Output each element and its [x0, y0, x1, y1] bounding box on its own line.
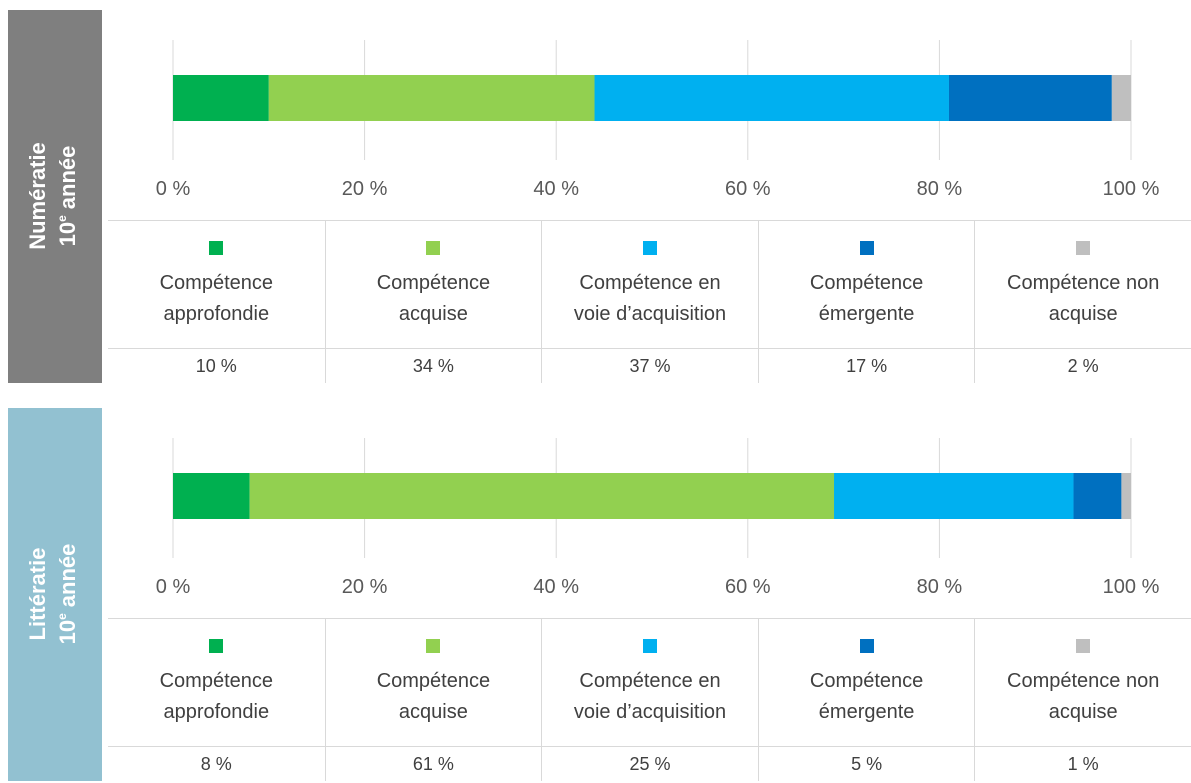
legend-swatch — [642, 241, 657, 255]
bar-segment — [948, 75, 1112, 121]
x-tick-label: 60 % — [725, 576, 771, 598]
legend-cell: Compétence émergente — [757, 221, 975, 349]
value-label: 2 % — [974, 349, 1191, 383]
x-tick-label: 100 % — [1103, 576, 1160, 598]
x-tick-label: 60 % — [725, 178, 771, 200]
x-tick-label: 0 % — [156, 576, 191, 598]
bar-segment — [1121, 473, 1131, 519]
plot: 0 % 20 % 40 % 60 % 80 % 100 % — [156, 40, 1160, 200]
legend-cell: Compétence acquise — [324, 619, 542, 747]
bar-segment — [594, 75, 949, 121]
x-tick-label: 80 % — [917, 576, 963, 598]
value-label: 10 % — [195, 356, 237, 376]
legend-swatch — [859, 639, 874, 653]
value-label: 1 % — [974, 747, 1191, 781]
bar-segment — [1111, 75, 1131, 121]
chart-subtitle: 10e année — [55, 544, 80, 645]
subtitle-number: 10 — [55, 222, 80, 246]
legend-swatch — [426, 639, 441, 653]
value-label: 5 % — [757, 747, 975, 781]
legend-swatch — [209, 241, 224, 255]
x-tick-label: 20 % — [342, 576, 388, 598]
x-tick-label: 0 % — [156, 178, 191, 200]
x-tick-label: 20 % — [342, 178, 388, 200]
bar-segment — [173, 473, 250, 519]
legend-cell: Compétence non acquise — [974, 221, 1191, 349]
bar-segment — [268, 75, 595, 121]
legend-cell: Compétence en voie d’acquisition — [541, 619, 758, 747]
legend-swatch — [1076, 241, 1091, 255]
bar-segment — [834, 473, 1074, 519]
side-label-group: Numératie 10e année — [25, 142, 80, 250]
legend-swatch — [859, 241, 874, 255]
legend-swatch — [426, 241, 441, 255]
side-panel: Littératie 10e année — [8, 408, 102, 781]
legend-cell: Compétence approfondie — [108, 221, 325, 349]
legend-cell: Compétence en voie d’acquisition — [541, 221, 758, 349]
legend-label: Compétence émergente — [809, 669, 924, 723]
legend-cell: Compétence non acquise — [974, 619, 1191, 747]
x-tick-label: 40 % — [533, 576, 579, 598]
chart-subtitle: 10e année — [55, 146, 80, 247]
x-tick-label: 80 % — [917, 178, 963, 200]
bar-segment — [173, 75, 269, 121]
legend-label: Compétence en voie d’acquisition — [573, 271, 727, 325]
value-label: 8 % — [200, 754, 232, 774]
legend-label: Compétence approfondie — [159, 669, 273, 723]
value-label: 61 % — [324, 747, 542, 781]
x-tick-label: 100 % — [1103, 178, 1160, 200]
legend-swatch — [642, 639, 657, 653]
subtitle-suffix: e — [55, 215, 69, 222]
value-label: 34 % — [324, 349, 542, 383]
chart-title: Littératie — [25, 548, 50, 641]
chart-title: Numératie — [25, 142, 50, 250]
side-panel: Numératie 10e année — [8, 10, 102, 383]
value-label: 17 % — [757, 349, 975, 383]
legend-label: Compétence approfondie — [159, 271, 273, 325]
legend-swatch — [1076, 639, 1091, 653]
legend-label: Compétence acquise — [376, 271, 491, 325]
side-label-group: Littératie 10e année — [25, 544, 80, 645]
data-table: Compétence approfondie Compétence acquise… — [108, 220, 1191, 383]
legend-label: Compétence en voie d’acquisition — [573, 669, 727, 723]
legend-label: Compétence acquise — [376, 669, 491, 723]
legend-swatch — [209, 639, 224, 653]
chart-block: Numératie 10e année 0 % 20 % 40 % 60 % 80 % 100 … — [0, 0, 1191, 385]
legend-label: Compétence non acquise — [1007, 271, 1160, 325]
legend-label: Compétence émergente — [809, 271, 924, 325]
subtitle-text: année — [55, 544, 80, 608]
chart-block: Littératie 10e année 0 % 20 % 40 % 60 % 80 % 100… — [0, 398, 1191, 783]
legend-label: Compétence non acquise — [1007, 669, 1160, 723]
subtitle-suffix: e — [55, 613, 69, 620]
bar-segment — [249, 473, 835, 519]
side-label: Littératie 10e année — [25, 544, 80, 645]
legend-cell: Compétence émergente — [757, 619, 975, 747]
subtitle-number: 10 — [55, 620, 80, 644]
bar-segment — [1073, 473, 1122, 519]
x-tick-label: 40 % — [533, 178, 579, 200]
data-table: Compétence approfondie Compétence acquise… — [108, 618, 1191, 781]
plot: 0 % 20 % 40 % 60 % 80 % 100 % — [156, 438, 1160, 598]
legend-cell: Compétence acquise — [324, 221, 542, 349]
legend-cell: Compétence approfondie — [108, 619, 325, 747]
side-label: Numératie 10e année — [25, 142, 80, 250]
value-label: 37 % — [541, 349, 758, 383]
subtitle-text: année — [55, 146, 80, 210]
value-label: 25 % — [541, 747, 758, 781]
